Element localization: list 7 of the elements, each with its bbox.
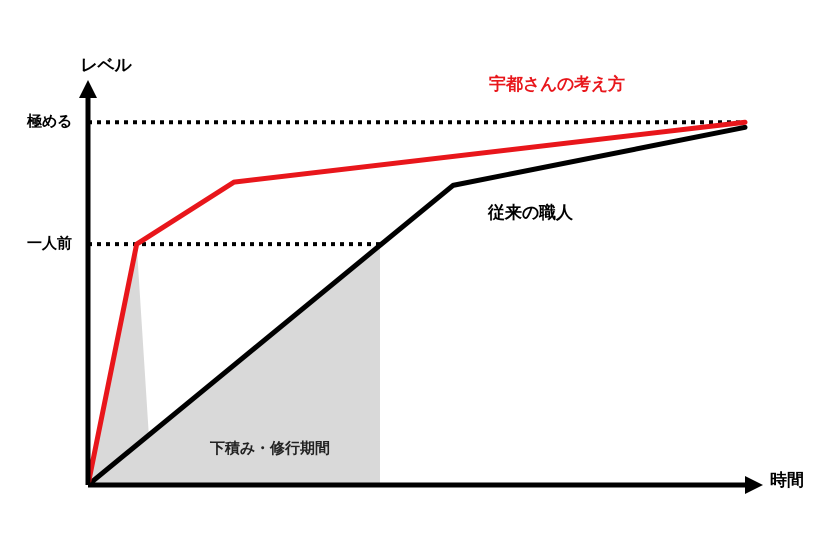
series-label: 従来の職人 (487, 202, 574, 223)
ref-line-label: 一人前 (27, 234, 72, 252)
text: 宇都さんの考え方 (488, 74, 625, 94)
annotation: 下積み・修行期間 (208, 438, 330, 457)
y-axis-title: レベル (80, 55, 132, 76)
x-axis-title: 時間 (770, 470, 804, 490)
ref-line-label: 極める (26, 112, 72, 130)
